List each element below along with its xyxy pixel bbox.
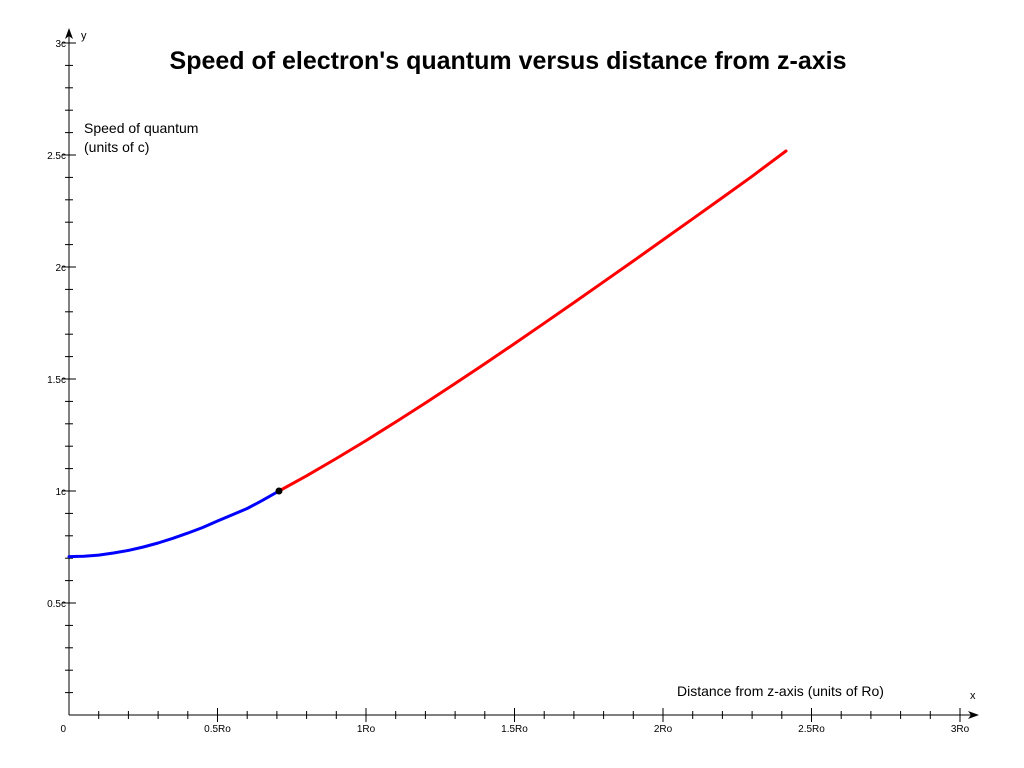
x-tick-label: 0 xyxy=(60,724,66,735)
y-tick-label: 2.5c xyxy=(47,151,66,162)
x-axis-letter: x xyxy=(970,690,976,702)
x-tick-label: 1.5Ro xyxy=(501,724,528,735)
y-tick-label: 1c xyxy=(55,487,66,498)
marker-group xyxy=(275,487,283,495)
y-tick-label: 3c xyxy=(55,39,66,50)
chart-title: Speed of electron's quantum versus dista… xyxy=(170,47,847,75)
y-tick-label: 0.5c xyxy=(47,599,66,610)
series-line-2 xyxy=(277,149,788,493)
y-tick-label: 2c xyxy=(55,263,66,274)
x-tick-label: 3Ro xyxy=(951,724,970,735)
tick-labels: 0 0.5Ro 1Ro 1.5Ro 2Ro 2.5Ro 3Ro 0.5c 1c 1.5c 2c 2.5… xyxy=(47,39,970,735)
x-axis-label: Distance from z-axis (units of Ro) xyxy=(677,683,884,699)
join-point-marker xyxy=(275,487,283,495)
series-line-1 xyxy=(67,489,281,559)
y-axis-letter: y xyxy=(81,30,87,42)
x-tick-label: 2Ro xyxy=(654,724,673,735)
x-tick-label: 2.5Ro xyxy=(798,724,825,735)
y-axis-arrow xyxy=(65,28,73,39)
x-tick-label: 1Ro xyxy=(357,724,376,735)
x-tick-label: 0.5Ro xyxy=(204,724,231,735)
y-axis-label-line-1: Speed of quantum xyxy=(84,120,198,136)
series-group xyxy=(67,149,788,559)
major-ticks xyxy=(62,42,961,722)
minor-ticks xyxy=(65,42,961,719)
x-axis-arrow xyxy=(968,711,979,719)
y-axis-label-line-2: (units of c) xyxy=(84,139,149,155)
y-tick-label: 1.5c xyxy=(47,375,66,386)
